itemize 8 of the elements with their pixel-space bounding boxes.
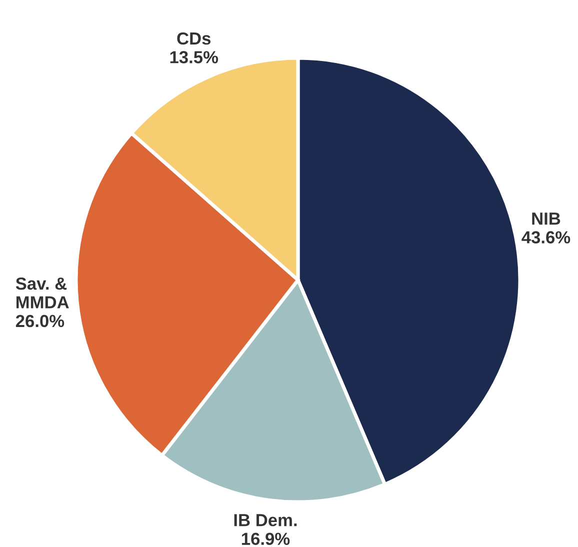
slice-label: CDs — [177, 32, 211, 45]
data-label: 26.0% — [16, 314, 64, 328]
data-label: 13.5% — [170, 51, 218, 64]
slice-label: NIB — [532, 212, 560, 225]
data-label: 43.6% — [522, 231, 570, 244]
data-label: 16.9% — [242, 532, 290, 545]
slice-label: IB Dem. — [234, 514, 297, 526]
slice-label: Sav. & MMDA — [16, 277, 69, 308]
